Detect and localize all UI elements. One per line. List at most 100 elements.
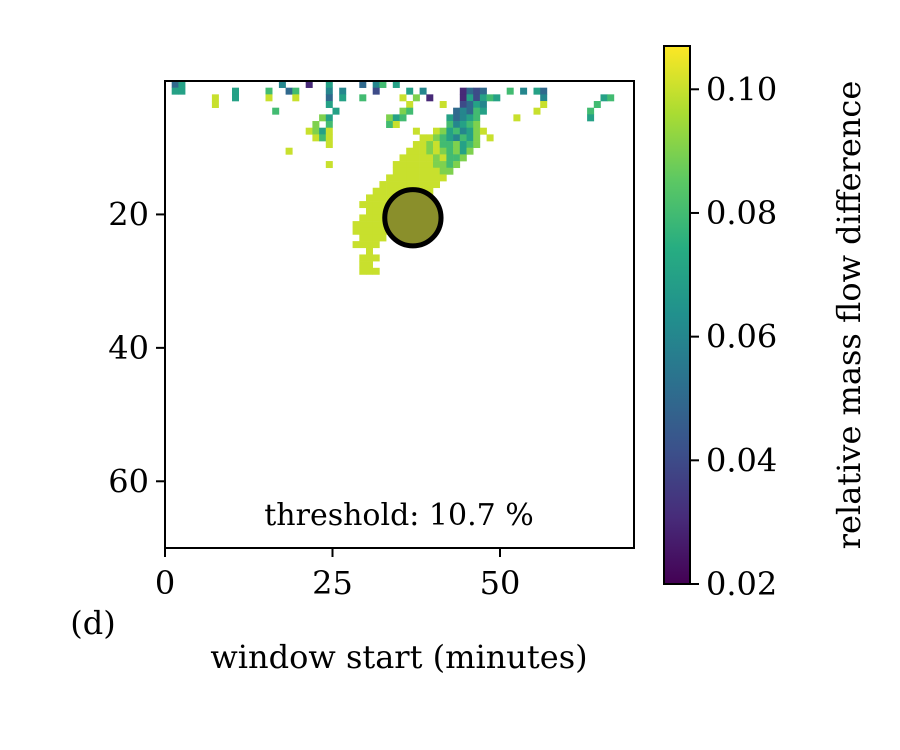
heatmap-cell [473, 107, 481, 115]
heatmap-cell [386, 181, 394, 189]
plot-frame [164, 80, 635, 549]
heatmap-cell [272, 107, 280, 115]
colorbar-label: relative mass flow difference [830, 81, 868, 550]
heatmap-cell [439, 101, 447, 108]
heatmap-cell [419, 87, 427, 95]
heatmap-cell [366, 201, 373, 209]
heatmap-cell [479, 107, 487, 115]
heatmap-cell [359, 221, 367, 229]
colorbar [663, 45, 691, 585]
heatmap-cell [466, 127, 474, 135]
heatmap-cell [399, 107, 407, 115]
heatmap-cell [453, 114, 461, 122]
heatmap-cell [459, 107, 467, 115]
heatmap-cell [379, 81, 387, 88]
heatmap-cell [406, 174, 414, 182]
heatmap-cell [412, 127, 420, 135]
heatmap-cell [587, 107, 595, 115]
heatmap-cell [399, 161, 407, 169]
heatmap-cell [232, 87, 239, 95]
x-axis-label: window start (minutes) [210, 638, 587, 676]
heatmap-cell [426, 181, 434, 189]
y-tick-label: 60 [108, 462, 149, 500]
colorbar-tick-label: 0.10 [706, 70, 777, 108]
heatmap-cell [392, 181, 400, 189]
heatmap-cell [325, 134, 333, 142]
heatmap-cell [406, 107, 414, 115]
heatmap-cell [392, 81, 400, 88]
heatmap-cell [366, 221, 373, 229]
heatmap-cell [366, 247, 373, 255]
colorbar-tick-label: 0.08 [706, 194, 777, 232]
heatmap-cell [379, 234, 387, 242]
heatmap-cell [278, 81, 286, 88]
heatmap-cell [473, 127, 481, 135]
heatmap-cell [459, 87, 467, 95]
heatmap-cell [593, 101, 601, 108]
heatmap-cell [433, 154, 440, 162]
heatmap-cell [533, 107, 541, 115]
heatmap-cell [473, 121, 481, 128]
heatmap-cell [473, 141, 481, 149]
heatmap-cell [479, 87, 487, 95]
heatmap-cell [419, 174, 427, 182]
heatmap-cell [292, 87, 300, 95]
heatmap-cell [406, 167, 414, 175]
heatmap-cell [211, 101, 219, 108]
heatmap-cell [453, 107, 461, 115]
heatmap-cell [366, 227, 373, 235]
heatmap-cell [426, 134, 434, 142]
heatmap-cell [372, 81, 380, 88]
heatmap-cell [479, 94, 487, 102]
heatmap-cell [426, 147, 434, 155]
heatmap-cell [439, 154, 447, 162]
heatmap-cell [359, 227, 367, 235]
heatmap-cell [459, 147, 467, 155]
heatmap-cell [479, 127, 487, 135]
heatmap-cell [359, 261, 367, 269]
heatmap-cell [406, 147, 414, 155]
heatmap-cell [426, 167, 434, 175]
heatmap-cell [426, 161, 434, 169]
heatmap-cell [372, 187, 380, 195]
heatmap-cell [265, 94, 273, 102]
heatmap-cell [466, 134, 474, 142]
heatmap-cell [325, 127, 333, 135]
heatmap-cell [406, 87, 414, 95]
heatmap-cell [399, 114, 407, 122]
colorbar-tick-label: 0.06 [706, 318, 777, 356]
heatmap-cell [392, 187, 400, 195]
panel-label: (d) [70, 604, 115, 642]
heatmap-cell [459, 141, 467, 149]
heatmap-cell [433, 174, 440, 182]
heatmap-cell [312, 127, 320, 135]
heatmap-cell [312, 121, 320, 128]
heatmap-cell [392, 114, 400, 122]
heatmap-cell [178, 87, 186, 95]
heatmap-cell [419, 167, 427, 175]
heatmap-cell [486, 134, 494, 142]
heatmap-cell [433, 141, 440, 149]
heatmap-cell [339, 87, 347, 95]
heatmap-cell [366, 254, 373, 262]
x-axis: 0 25 50 [155, 548, 520, 602]
heatmap-cell [466, 87, 474, 95]
heatmap-cell [453, 134, 461, 142]
threshold-annotation: threshold: 10.7 % [264, 498, 534, 533]
heatmap-cell [439, 127, 447, 135]
heatmap-cell [379, 187, 387, 195]
heatmap-cell [473, 94, 481, 102]
heatmap-cell [446, 167, 454, 175]
heatmap-cell [352, 241, 360, 249]
heatmap-cell [359, 81, 367, 88]
colorbar-tick-label: 0.02 [706, 565, 777, 603]
colorbar-tick-label: 0.04 [706, 441, 777, 479]
heatmap-cell [372, 267, 380, 275]
heatmap-cell [372, 254, 380, 262]
heatmap-cell [412, 147, 420, 155]
heatmap-cell [386, 187, 394, 195]
heatmap-cell [439, 134, 447, 142]
heatmap-cell [366, 194, 373, 202]
heatmap-cell [392, 167, 400, 175]
